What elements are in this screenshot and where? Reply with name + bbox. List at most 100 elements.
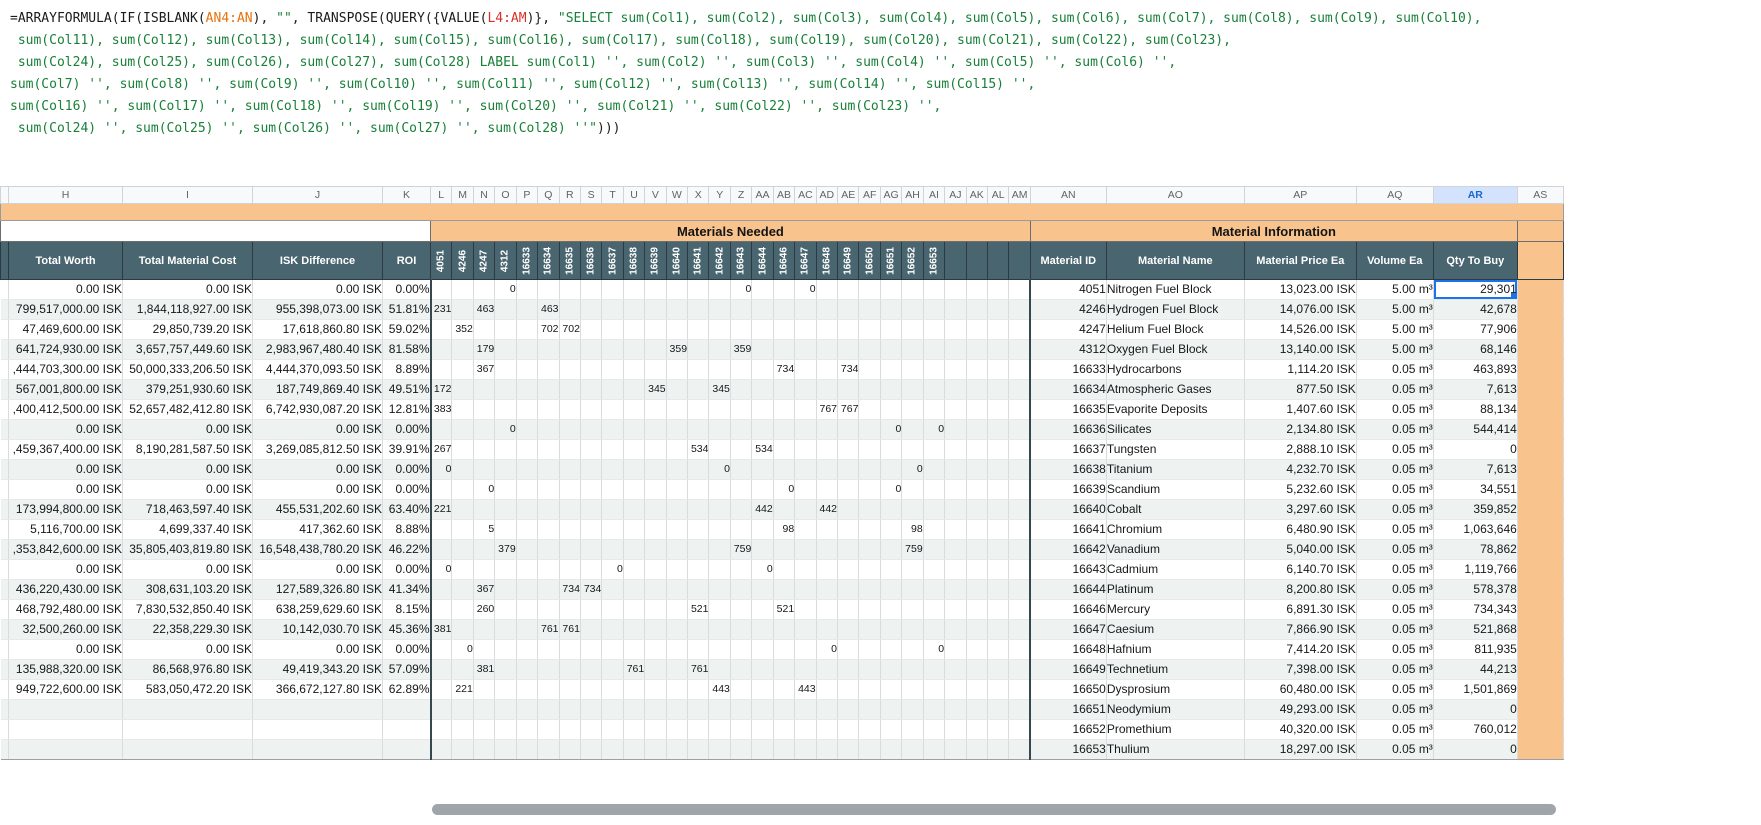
cell-needed-AF[interactable] [858, 599, 881, 620]
cell-needed-AM[interactable] [1008, 399, 1031, 420]
cell-needed-X[interactable] [687, 619, 710, 640]
cell-needed-AF[interactable] [858, 499, 881, 520]
cell-needed-AI[interactable]: 0 [923, 419, 946, 440]
cell-needed-AE[interactable] [837, 459, 860, 480]
cell-needed-T[interactable] [601, 519, 624, 540]
cell-needed-AE[interactable] [837, 619, 860, 640]
cell-needed-V[interactable] [644, 699, 667, 720]
cell-needed-AD[interactable] [816, 599, 839, 620]
selected-cell-qty[interactable]: 29,301 [1433, 279, 1518, 300]
cell-needed-AC[interactable] [794, 739, 817, 760]
cell-needed-AK[interactable] [966, 579, 988, 600]
cell-needed-P[interactable] [516, 399, 539, 420]
cell-needed-Y[interactable]: 345 [708, 379, 731, 400]
cell-material-name[interactable]: Dysprosium [1106, 679, 1245, 700]
cell-material-name[interactable]: Technetium [1106, 659, 1245, 680]
cell-needed-AC[interactable]: 443 [794, 679, 817, 700]
cell-needed-T[interactable] [601, 419, 624, 440]
cell-material-name[interactable]: Hydrogen Fuel Block [1106, 299, 1245, 320]
cell-needed-AM[interactable] [1008, 559, 1031, 580]
cell-needed-S[interactable] [580, 279, 603, 300]
cell-needed-AB[interactable] [773, 399, 796, 420]
cell-needed-AM[interactable] [1008, 619, 1031, 640]
cell-needed-AE[interactable] [837, 599, 860, 620]
header-needed-AD[interactable]: 16648 [815, 241, 839, 280]
cell-roi[interactable]: 8.89% [382, 359, 431, 380]
cell-isk-difference[interactable]: 0.00 ISK [252, 559, 383, 580]
cell-roi[interactable]: 0.00% [382, 559, 431, 580]
cell-needed-Y[interactable]: 443 [708, 679, 731, 700]
cell-needed-AJ[interactable] [944, 579, 967, 600]
cell-isk-difference[interactable]: 49,419,343.20 ISK [252, 659, 383, 680]
cell-needed-Q[interactable] [537, 279, 560, 300]
cell-needed-AF[interactable] [858, 439, 881, 460]
cell-needed-L[interactable] [429, 359, 453, 380]
cell-needed-P[interactable] [516, 599, 539, 620]
cell-needed-AF[interactable] [858, 459, 881, 480]
cell-needed-AM[interactable] [1008, 359, 1031, 380]
cell-needed-O[interactable] [494, 319, 517, 340]
cell-needed-U[interactable] [623, 519, 646, 540]
cell-needed-Q[interactable]: 463 [537, 299, 560, 320]
cell-needed-Q[interactable] [537, 539, 560, 560]
cell-needed-AC[interactable] [794, 639, 817, 660]
cell-needed-AJ[interactable] [944, 559, 967, 580]
cell-needed-N[interactable] [473, 319, 496, 340]
cell-needed-V[interactable] [644, 739, 667, 760]
cell-needed-AD[interactable] [816, 459, 839, 480]
cell-needed-R[interactable] [559, 699, 581, 720]
cell-g[interactable] [0, 299, 9, 320]
cell-needed-AK[interactable] [966, 319, 988, 340]
cell-material-id[interactable]: 16639 [1029, 479, 1107, 500]
cell-total-worth[interactable]: ,459,367,400.00 ISK [8, 439, 123, 460]
cell-total-worth[interactable]: 0.00 ISK [8, 559, 123, 580]
cell-needed-AL[interactable] [987, 299, 1010, 320]
cell-needed-P[interactable] [516, 679, 539, 700]
cell-roi[interactable]: 0.00% [382, 639, 431, 660]
cell-needed-V[interactable] [644, 719, 667, 740]
cell-needed-N[interactable] [473, 499, 496, 520]
cell-needed-V[interactable] [644, 599, 667, 620]
cell-total-worth[interactable]: 5,116,700.00 ISK [8, 519, 123, 540]
cell-needed-S[interactable] [580, 559, 603, 580]
cell-needed-O[interactable] [494, 459, 517, 480]
cell-material-name[interactable]: Cadmium [1106, 559, 1245, 580]
cell-isk-difference[interactable] [252, 699, 383, 720]
cell-roi[interactable]: 51.81% [382, 299, 431, 320]
cell-material-id[interactable]: 16648 [1029, 639, 1107, 660]
cell-needed-S[interactable] [580, 659, 603, 680]
cell-needed-O[interactable] [494, 739, 517, 760]
cell-needed-T[interactable] [601, 319, 624, 340]
cell-needed-P[interactable] [516, 419, 539, 440]
cell-needed-V[interactable] [644, 499, 667, 520]
cell-needed-AK[interactable] [966, 679, 988, 700]
cell-needed-AE[interactable] [837, 739, 860, 760]
cell-needed-AL[interactable] [987, 679, 1010, 700]
cell-needed-AI[interactable] [923, 399, 946, 420]
cell-needed-Y[interactable] [708, 359, 731, 380]
cell-roi[interactable]: 45.36% [382, 619, 431, 640]
column-header-AM[interactable]: AM [1008, 186, 1031, 204]
cell-needed-L[interactable] [429, 599, 453, 620]
cell-needed-V[interactable] [644, 339, 667, 360]
cell-needed-R[interactable] [559, 419, 581, 440]
cell-needed-AL[interactable] [987, 559, 1010, 580]
cell-needed-AG[interactable] [880, 659, 903, 680]
cell-material-name[interactable]: Chromium [1106, 519, 1245, 540]
header-needed-AH[interactable]: 16652 [901, 241, 924, 280]
cell-needed-AE[interactable] [837, 379, 860, 400]
cell-needed-X[interactable] [687, 579, 710, 600]
cell-isk-difference[interactable]: 127,589,326.80 ISK [252, 579, 383, 600]
cell-material-id[interactable]: 16640 [1029, 499, 1107, 520]
cell-needed-U[interactable] [623, 399, 646, 420]
cell-needed-AE[interactable] [837, 299, 860, 320]
cell-material-name[interactable]: Vanadium [1106, 539, 1245, 560]
cell-needed-AG[interactable] [880, 439, 903, 460]
cell-needed-S[interactable]: 734 [580, 579, 603, 600]
cell-g[interactable] [0, 479, 9, 500]
header-needed-AA[interactable]: 16644 [751, 241, 774, 280]
cell-qty-to-buy[interactable]: 521,868 [1433, 619, 1518, 640]
cell-material-price[interactable]: 14,076.00 ISK [1244, 299, 1357, 320]
cell-total-material-cost[interactable]: 22,358,229.30 ISK [122, 619, 253, 640]
cell-total-worth[interactable]: 47,469,600.00 ISK [8, 319, 123, 340]
